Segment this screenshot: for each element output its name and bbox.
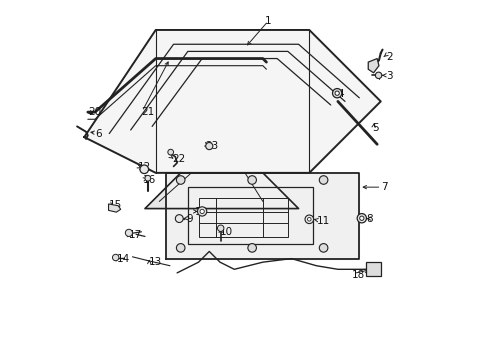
Circle shape [375,72,382,78]
Text: 20: 20 [88,107,101,117]
Text: 19: 19 [195,207,208,217]
Text: 8: 8 [367,214,373,224]
Text: 2: 2 [386,52,392,62]
Circle shape [319,244,328,252]
Text: 11: 11 [317,216,330,226]
Text: 16: 16 [143,175,156,185]
Circle shape [248,244,256,252]
Circle shape [197,207,207,216]
Polygon shape [167,173,359,258]
Text: 4: 4 [338,89,344,99]
Text: 21: 21 [142,107,155,117]
Polygon shape [109,204,121,212]
Polygon shape [84,30,381,173]
Circle shape [145,175,151,181]
Circle shape [360,216,364,220]
Text: 17: 17 [129,230,142,240]
Circle shape [335,91,339,95]
Text: 3: 3 [386,71,392,81]
Circle shape [218,225,224,231]
Circle shape [175,215,183,222]
Circle shape [168,149,173,155]
Text: 22: 22 [172,154,185,163]
Text: 6: 6 [95,129,101,139]
Circle shape [125,229,132,237]
Text: 7: 7 [381,182,388,192]
Bar [198,198,288,237]
Circle shape [357,213,367,223]
Circle shape [176,176,185,184]
Polygon shape [145,173,298,208]
Circle shape [308,217,311,221]
Text: 15: 15 [109,200,122,210]
Text: 23: 23 [206,141,219,151]
Circle shape [305,215,314,224]
Text: 10: 10 [220,227,233,237]
Text: 12: 12 [138,162,151,172]
Circle shape [319,176,328,184]
Circle shape [140,165,148,174]
Text: 18: 18 [352,270,366,280]
Circle shape [206,143,213,150]
Circle shape [113,254,119,261]
Circle shape [176,244,185,252]
Text: 9: 9 [186,214,193,224]
Text: 5: 5 [372,123,378,133]
Text: 13: 13 [148,257,162,267]
Circle shape [333,89,342,98]
Circle shape [200,209,204,213]
Bar [367,262,381,276]
Circle shape [248,176,256,184]
Text: 14: 14 [117,253,130,264]
Text: 1: 1 [265,16,271,26]
Polygon shape [368,59,379,73]
Bar [188,187,313,244]
